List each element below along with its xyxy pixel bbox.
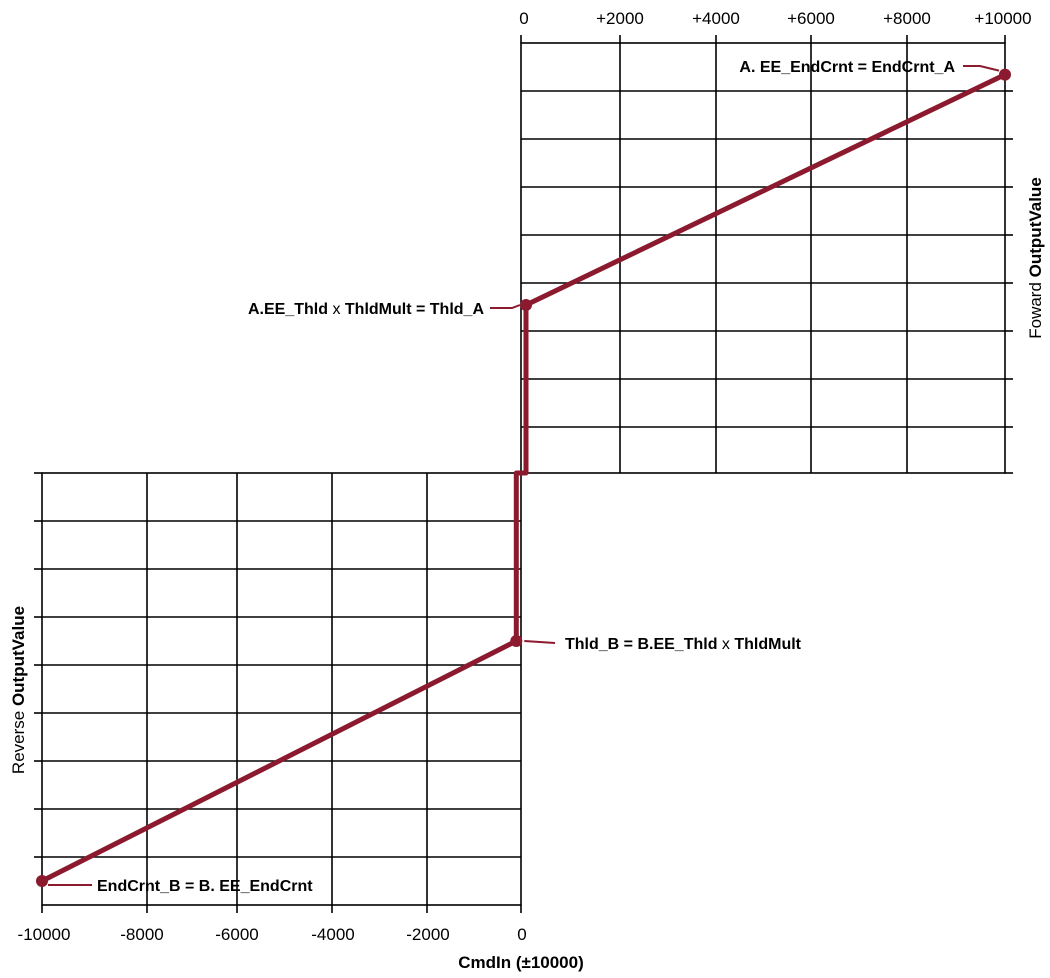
annotation-thld-b-post: ThldMult [730,636,802,653]
annotation-endcrnt-a: A. EE_EndCrnt = EndCrnt_A [739,59,955,76]
series-line [40,72,1007,884]
data-point-end-a [999,68,1011,81]
reverse-y-axis-title: Reverse OutputValue [9,606,28,774]
annotation-thld-a: A.EE_Thld x ThldMult = Thld_A [248,301,484,318]
forward-y-axis-title-normal: Foward [1026,277,1045,338]
leader-thld-b [524,640,556,644]
bottom-tick-label: -6000 [215,925,258,944]
annotation-thld-b-pre: Thld_B = B.EE_Thld [565,636,722,653]
data-point-thld-a [520,299,532,311]
forward-y-axis-title-bold: OutputValue [1026,177,1045,277]
x-axis-title: CmdIn (±10000) [458,953,584,972]
annotations: A. EE_EndCrnt = EndCrnt_A A.EE_Thld x Th… [97,59,955,895]
leader-endcrnt-a [963,65,1000,72]
series-layer [36,68,1011,887]
leader-layer [48,65,1000,886]
annotation-thld-a-pre: A.EE_Thld [248,301,332,318]
annotation-thld-b: Thld_B = B.EE_Thld x ThldMult [565,636,802,653]
top-tick-label: 0 [519,9,528,28]
annotation-thld-a-mid: x [332,301,340,318]
top-tick-label: +2000 [596,9,644,28]
annotation-thld-a-post: ThldMult = Thld_A [340,301,484,318]
forward-y-axis-title: Foward OutputValue [1026,177,1045,339]
leader-thld-a [490,304,521,309]
annotation-thld-b-mid: x [722,636,730,653]
bottom-tick-label: -4000 [311,925,354,944]
top-tick-label: +10000 [974,9,1031,28]
top-tick-label: +4000 [692,9,740,28]
top-tick-label: +8000 [883,9,931,28]
forward-grid [520,35,1013,474]
top-tick-labels: 0 +2000 +4000 +6000 +8000 +10000 [519,9,1031,28]
bottom-tick-label: -8000 [120,925,163,944]
data-point-end-b [36,875,48,887]
reverse-y-axis-title-bold: OutputValue [9,606,28,706]
annotation-endcrnt-b: EndCrnt_B = B. EE_EndCrnt [97,878,313,895]
top-tick-label: +6000 [787,9,835,28]
data-point-thld-b [510,635,523,647]
reverse-y-axis-title-normal: Reverse [9,706,28,774]
bottom-tick-label: -2000 [406,925,449,944]
bottom-tick-label: 0 [517,925,526,944]
reverse-grid [34,472,522,913]
bottom-tick-label: -10000 [18,925,71,944]
bottom-tick-labels: -10000 -8000 -6000 -4000 -2000 0 [18,925,527,944]
